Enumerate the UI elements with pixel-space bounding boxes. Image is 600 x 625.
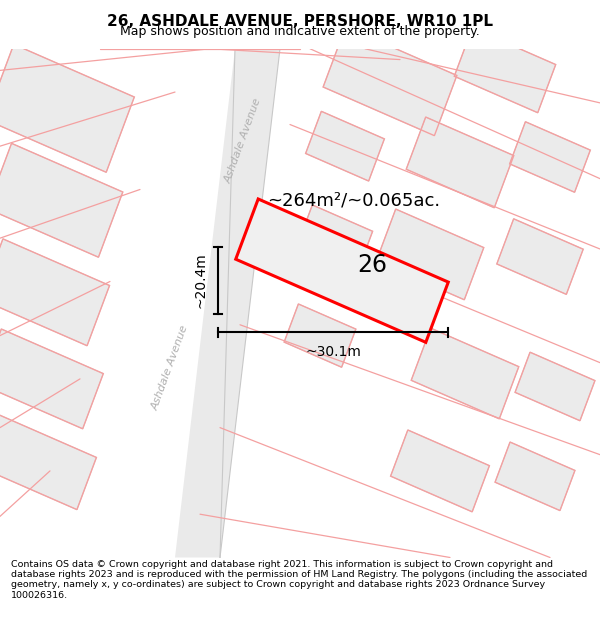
Text: Ashdale Avenue: Ashdale Avenue bbox=[150, 324, 190, 412]
Polygon shape bbox=[376, 209, 484, 300]
Polygon shape bbox=[298, 205, 373, 271]
Polygon shape bbox=[406, 117, 514, 208]
Polygon shape bbox=[305, 111, 385, 181]
Polygon shape bbox=[175, 49, 280, 558]
Text: Ashdale Avenue: Ashdale Avenue bbox=[223, 97, 263, 185]
Polygon shape bbox=[454, 28, 556, 112]
Text: ~30.1m: ~30.1m bbox=[305, 346, 361, 359]
Polygon shape bbox=[0, 143, 123, 258]
Text: Map shows position and indicative extent of the property.: Map shows position and indicative extent… bbox=[120, 25, 480, 38]
Polygon shape bbox=[391, 430, 490, 512]
Polygon shape bbox=[0, 239, 110, 346]
Text: ~264m²/~0.065ac.: ~264m²/~0.065ac. bbox=[267, 191, 440, 209]
Polygon shape bbox=[411, 328, 519, 419]
Polygon shape bbox=[236, 199, 448, 342]
Polygon shape bbox=[0, 415, 97, 509]
Polygon shape bbox=[284, 304, 356, 368]
Text: 26, ASHDALE AVENUE, PERSHORE, WR10 1PL: 26, ASHDALE AVENUE, PERSHORE, WR10 1PL bbox=[107, 14, 493, 29]
Text: Contains OS data © Crown copyright and database right 2021. This information is : Contains OS data © Crown copyright and d… bbox=[11, 559, 587, 600]
Polygon shape bbox=[509, 122, 590, 192]
Text: ~20.4m: ~20.4m bbox=[194, 253, 208, 308]
Polygon shape bbox=[0, 44, 134, 172]
Polygon shape bbox=[515, 352, 595, 421]
Polygon shape bbox=[497, 219, 583, 294]
Polygon shape bbox=[0, 329, 103, 429]
Polygon shape bbox=[495, 442, 575, 511]
Text: 26: 26 bbox=[357, 253, 387, 278]
Polygon shape bbox=[323, 27, 457, 136]
